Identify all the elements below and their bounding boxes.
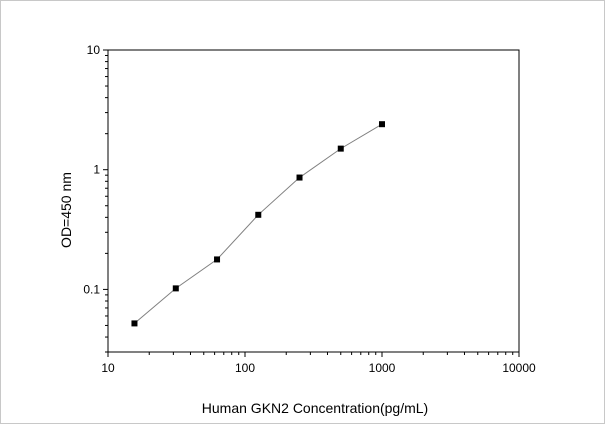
ticks: 10 100 1000 10000 0.1 1 10: [83, 43, 536, 375]
data-point: [214, 256, 221, 263]
plot-border: [107, 49, 520, 353]
data-point: [296, 174, 303, 181]
y-tick-label: 1: [93, 163, 100, 177]
x-tick-label: 10000: [502, 361, 536, 375]
y-tick-label: 10: [87, 43, 101, 57]
x-tick-label: 10: [101, 361, 115, 375]
data-point: [172, 285, 179, 292]
series: [131, 121, 385, 327]
standard-curve-line: [134, 123, 383, 324]
data-point: [255, 211, 262, 218]
data-point: [379, 121, 385, 128]
x-tick-label: 100: [235, 361, 255, 375]
y-tick-label: 0.1: [83, 282, 100, 296]
axes: [107, 49, 520, 353]
x-tick-label: 1000: [369, 361, 396, 375]
data-point: [131, 320, 138, 327]
x-axis-title: Human GKN2 Concentration(pg/mL): [202, 400, 428, 416]
y-axis-title: OD=450 nm: [58, 172, 74, 248]
data-point: [337, 145, 344, 152]
